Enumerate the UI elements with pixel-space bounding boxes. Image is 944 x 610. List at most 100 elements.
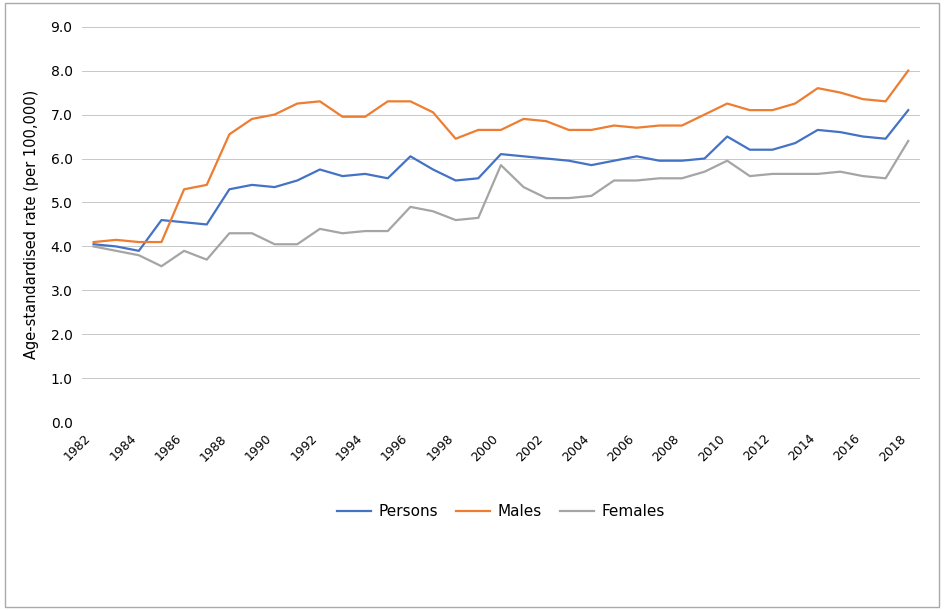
Females: [744, 173, 755, 180]
Females: [676, 174, 687, 182]
Males: [450, 135, 462, 142]
Persons: [902, 107, 914, 114]
Females: [382, 228, 394, 235]
Persons: [812, 126, 823, 134]
Females: [812, 170, 823, 178]
Persons: [269, 184, 280, 191]
Females: [224, 229, 235, 237]
Males: [178, 185, 190, 193]
Persons: [473, 174, 484, 182]
Persons: [744, 146, 755, 153]
Y-axis label: Age-standardised rate (per 100,000): Age-standardised rate (per 100,000): [25, 90, 40, 359]
Males: [744, 107, 755, 114]
Females: [314, 225, 326, 232]
Females: [428, 207, 439, 215]
Males: [653, 122, 665, 129]
Females: [518, 184, 530, 191]
Persons: [653, 157, 665, 164]
Females: [292, 240, 303, 248]
Persons: [156, 217, 167, 224]
Persons: [450, 177, 462, 184]
Males: [382, 98, 394, 105]
Males: [631, 124, 642, 131]
Males: [812, 85, 823, 92]
Males: [110, 236, 122, 243]
Males: [133, 239, 144, 246]
Females: [337, 229, 348, 237]
Persons: [337, 173, 348, 180]
Females: [201, 256, 212, 264]
Females: [721, 157, 733, 164]
Males: [496, 126, 507, 134]
Males: [586, 126, 598, 134]
Line: Females: Females: [93, 141, 908, 266]
Females: [608, 177, 619, 184]
Persons: [110, 243, 122, 250]
Males: [292, 100, 303, 107]
Females: [586, 192, 598, 199]
Persons: [767, 146, 778, 153]
Males: [699, 111, 710, 118]
Persons: [608, 157, 619, 164]
Persons: [541, 155, 552, 162]
Persons: [880, 135, 891, 142]
Males: [156, 239, 167, 246]
Persons: [314, 166, 326, 173]
Persons: [178, 218, 190, 226]
Line: Persons: Persons: [93, 110, 908, 251]
Females: [541, 195, 552, 202]
Females: [156, 262, 167, 270]
Females: [360, 228, 371, 235]
Females: [246, 229, 258, 237]
Males: [676, 122, 687, 129]
Females: [473, 214, 484, 221]
Persons: [201, 221, 212, 228]
Persons: [360, 170, 371, 178]
Females: [133, 251, 144, 259]
Females: [880, 174, 891, 182]
Females: [767, 170, 778, 178]
Persons: [721, 133, 733, 140]
Males: [518, 115, 530, 123]
Males: [564, 126, 575, 134]
Persons: [382, 174, 394, 182]
Males: [857, 96, 868, 103]
Males: [269, 111, 280, 118]
Females: [857, 173, 868, 180]
Females: [110, 247, 122, 254]
Persons: [676, 157, 687, 164]
Males: [473, 126, 484, 134]
Males: [360, 113, 371, 120]
Persons: [834, 129, 846, 136]
Persons: [405, 152, 416, 160]
Persons: [88, 240, 99, 248]
Males: [314, 98, 326, 105]
Females: [450, 217, 462, 224]
Males: [789, 100, 801, 107]
Persons: [699, 155, 710, 162]
Persons: [496, 151, 507, 158]
Females: [564, 195, 575, 202]
Persons: [789, 140, 801, 147]
Females: [699, 168, 710, 175]
Persons: [857, 133, 868, 140]
Females: [631, 177, 642, 184]
Males: [880, 98, 891, 105]
Females: [902, 137, 914, 145]
Persons: [292, 177, 303, 184]
Males: [88, 239, 99, 246]
Persons: [133, 247, 144, 254]
Persons: [246, 181, 258, 188]
Persons: [224, 185, 235, 193]
Persons: [518, 152, 530, 160]
Males: [541, 118, 552, 125]
Line: Males: Males: [93, 71, 908, 242]
Females: [178, 247, 190, 254]
Females: [269, 240, 280, 248]
Males: [608, 122, 619, 129]
Females: [88, 243, 99, 250]
Males: [246, 115, 258, 123]
Females: [834, 168, 846, 175]
Females: [789, 170, 801, 178]
Persons: [428, 166, 439, 173]
